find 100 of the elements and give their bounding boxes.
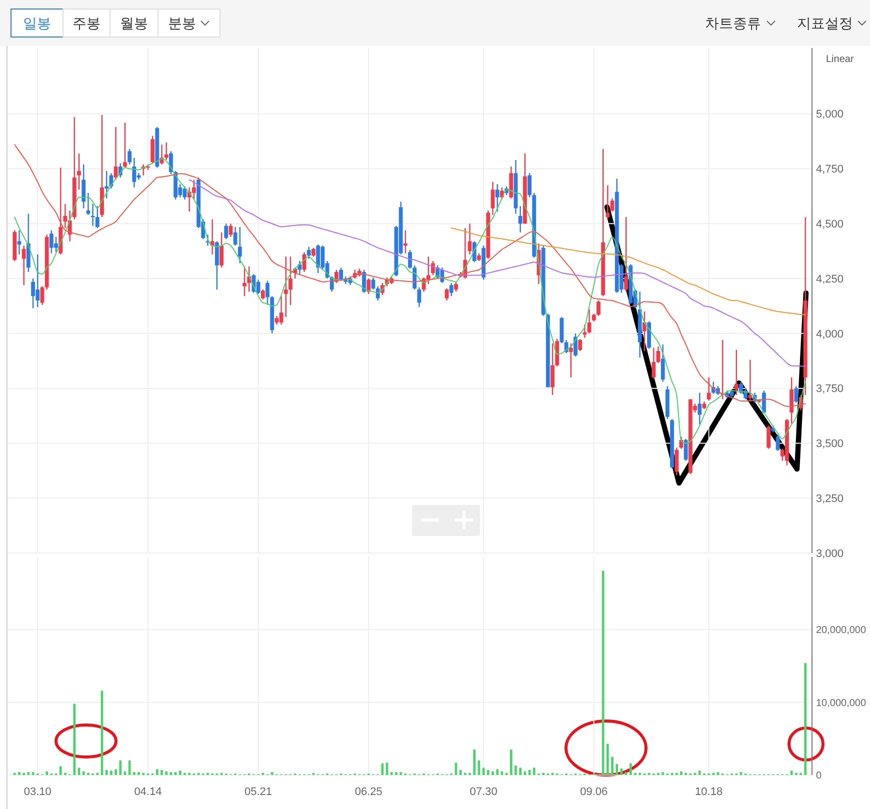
candlestick [596,300,600,316]
candlestick [417,286,422,308]
bar [381,763,384,775]
candlestick [698,392,702,426]
candlestick [371,276,376,290]
bar [611,756,614,775]
x-tick-label: 06.25 [354,786,382,798]
y-tick-label: 4,750 [816,164,844,176]
bar [160,770,163,775]
candlestick [748,359,752,402]
candlestick [284,256,288,318]
text: 분봉 [168,15,196,31]
candlestick [408,249,412,270]
candlestick [550,342,554,396]
candlestick [224,223,228,240]
candlestick [495,184,500,212]
line-series [188,179,806,367]
candlestick [518,205,522,234]
x-tick-label: 04.14 [134,786,162,798]
candlestick [454,281,458,292]
text: 일봉 [23,15,51,31]
y-tick-label: 3,500 [816,438,844,450]
candlestick [652,347,656,380]
candlestick [298,260,302,275]
text: Linear [826,54,854,65]
candlestick [790,376,794,424]
line-series [450,228,806,316]
candlestick [587,308,592,334]
candlestick [366,278,371,295]
candlestick [260,288,265,300]
bar [400,772,402,775]
bar [59,766,62,775]
candlestick [220,232,224,268]
candlestick [77,152,81,190]
candlestick [95,205,100,229]
candlestick [564,339,568,354]
bar [105,770,108,775]
candlestick [490,181,495,216]
y-tick-label: 3,000 [816,548,844,560]
x-tick-label: 05.21 [244,786,272,798]
candlestick [132,157,136,188]
y-tick-label: 10,000,000 [816,698,866,709]
bar [73,704,76,775]
candlestick [17,230,22,255]
bar [606,744,609,775]
bar [519,768,522,775]
bar [119,760,122,775]
candlestick [568,342,573,378]
bar [698,770,701,775]
candlestick [528,172,532,198]
candlestick [150,135,155,164]
bar [110,770,112,775]
candlestick [500,186,504,200]
bar [395,772,398,775]
candlestick [82,164,86,209]
candlestick [210,218,214,255]
candlestick [238,226,242,264]
bar [270,772,274,775]
candlestick [606,184,610,219]
candlestick [684,438,688,462]
candlestick [242,266,246,297]
bar [602,570,604,775]
candlestick [128,148,132,165]
candlestick [444,288,449,302]
candlestick [660,344,665,382]
y-tick-label: 4,000 [816,328,844,340]
candlestick [376,286,380,302]
candlestick [86,192,90,216]
bar [496,769,499,775]
y-tick-label: 20,000,000 [816,625,866,636]
candlestick [288,256,292,306]
candlestick [403,230,408,254]
candlestick [109,172,114,190]
bar [510,750,512,775]
candlestick [431,260,435,276]
candlestick [674,447,679,476]
bar [473,750,476,775]
text: 차트종류 [705,15,761,31]
candlestick [123,122,127,168]
candlestick [266,280,270,306]
bar [804,663,807,775]
bar [616,764,618,775]
bar [133,772,136,775]
text: 지표설정 [797,15,853,31]
bar [165,771,168,775]
bar [114,769,117,775]
bar [662,772,664,775]
candlestick [468,223,472,255]
candlestick [316,244,320,274]
y-tick-label: 4,250 [816,273,844,286]
candlestick [214,240,219,290]
x-tick-label: 10.18 [695,786,723,798]
bar [82,771,85,775]
candlestick [578,338,582,352]
bar [18,772,20,775]
y-tick-label: 4,500 [816,218,844,230]
bar [46,771,48,775]
bar [514,766,517,775]
candlestick [192,179,196,200]
candlestick [22,245,26,286]
